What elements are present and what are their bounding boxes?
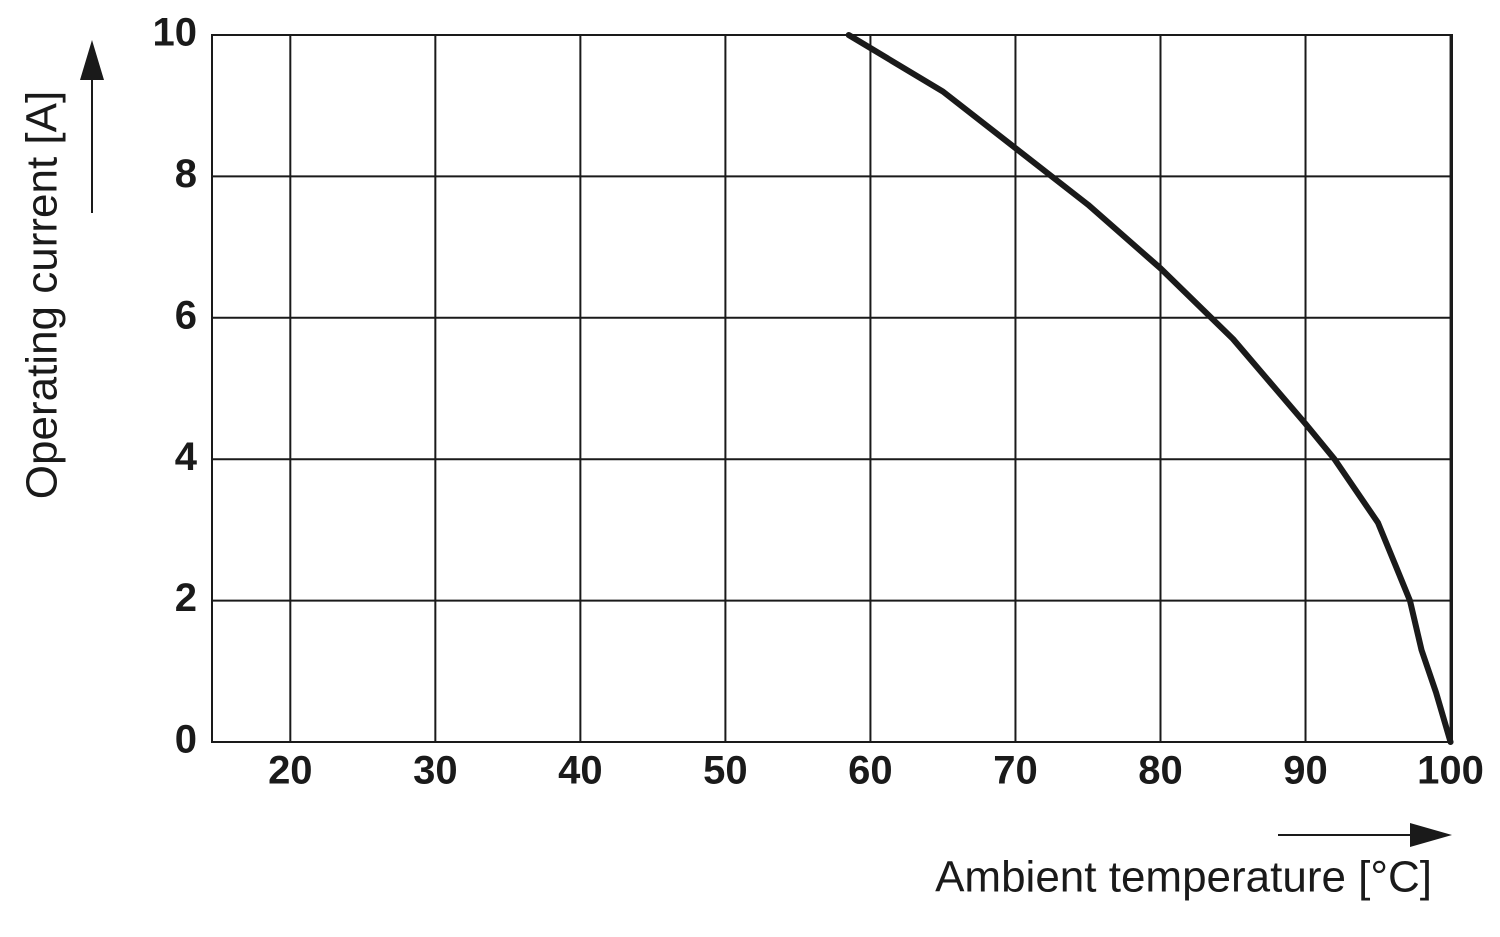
x-axis-label: Ambient temperature [°C] xyxy=(935,853,1432,902)
x-tick-label: 100 xyxy=(1417,749,1484,793)
x-tick-label: 50 xyxy=(703,749,748,793)
x-tick-label: 20 xyxy=(268,749,313,793)
x-tick-label: 80 xyxy=(1138,749,1183,793)
y-tick-label: 4 xyxy=(175,435,198,479)
plot-frame xyxy=(211,34,1453,743)
y-tick-label: 2 xyxy=(175,576,197,620)
x-tick-label: 40 xyxy=(558,749,603,793)
y-axis-label: Operating current [A] xyxy=(18,91,67,499)
y-tick-label: 6 xyxy=(175,293,197,337)
curve xyxy=(845,32,1454,745)
x-tick-label: 90 xyxy=(1283,749,1328,793)
x-tick-label: 30 xyxy=(413,749,458,793)
y-axis-arrow xyxy=(80,40,104,213)
y-tick-label: 0 xyxy=(175,718,197,762)
y-tick-label: 8 xyxy=(175,152,197,196)
y-tick-label: 10 xyxy=(153,11,198,55)
x-tick-label: 70 xyxy=(993,749,1038,793)
x-axis-arrow xyxy=(1278,823,1452,847)
x-tick-label: 60 xyxy=(848,749,893,793)
